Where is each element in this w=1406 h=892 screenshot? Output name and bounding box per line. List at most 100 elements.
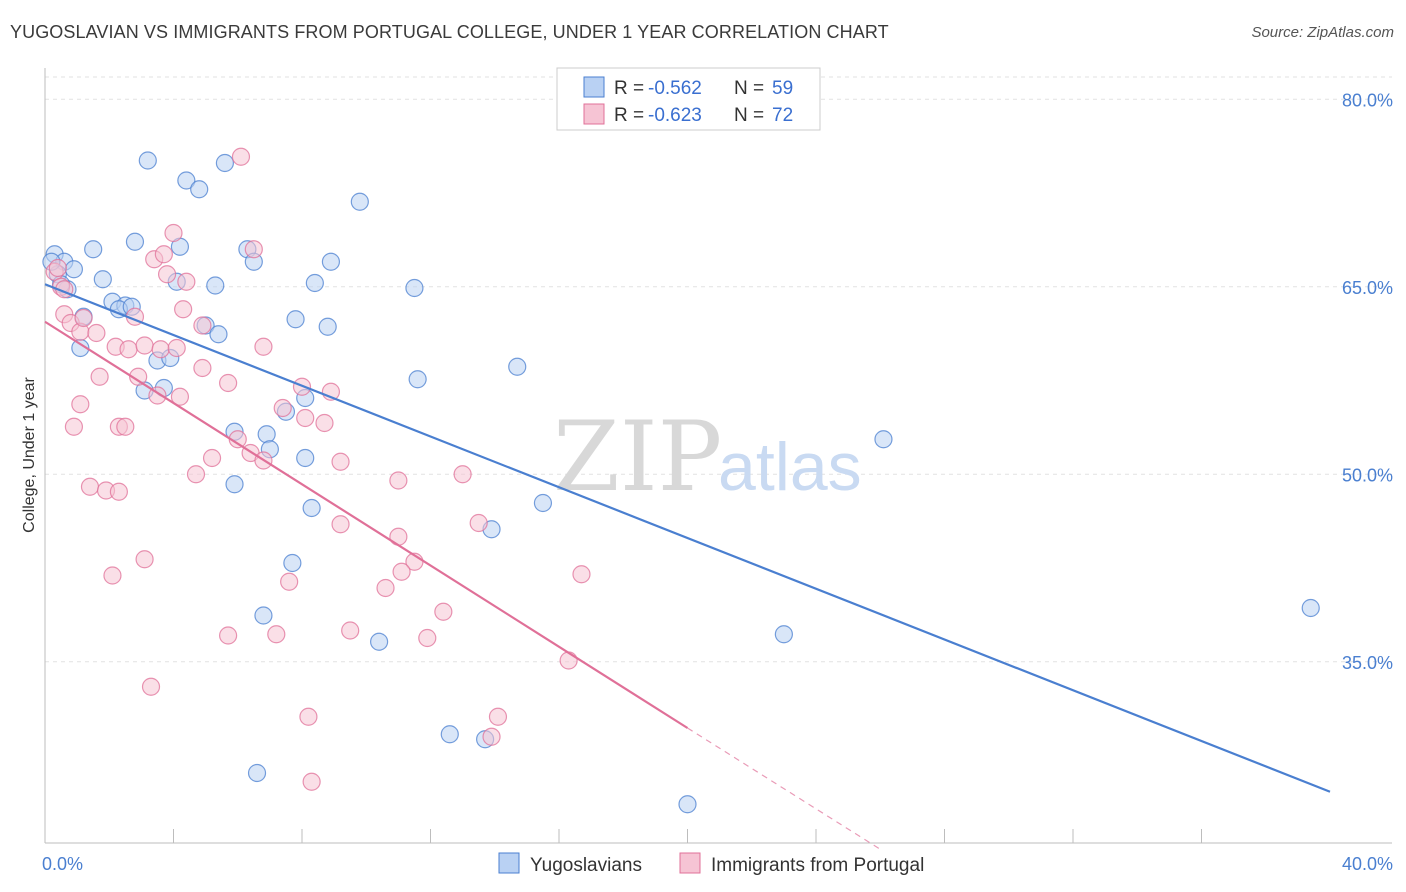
bottom-legend: Yugoslavians Immigrants from Portugal xyxy=(498,852,924,876)
legend-n-value-2: 72 xyxy=(772,105,793,126)
point-portugal-20 xyxy=(116,417,135,436)
point-portugal-48 xyxy=(453,465,472,484)
chart-title: YUGOSLAVIAN VS IMMIGRANTS FROM PORTUGAL … xyxy=(10,22,889,42)
point-portugal-59 xyxy=(219,626,238,645)
point-yugoslavians-52 xyxy=(440,725,459,744)
point-portugal-46 xyxy=(331,515,350,534)
point-portugal-57 xyxy=(280,572,299,591)
point-portugal-54 xyxy=(434,602,453,621)
trend-line-portugal xyxy=(44,320,689,729)
point-portugal-14 xyxy=(167,338,186,358)
point-yugoslavians-33 xyxy=(405,278,424,298)
point-portugal-44 xyxy=(186,465,206,484)
bottom-legend-label-portugal: Immigrants from Portugal xyxy=(711,855,924,876)
point-portugal-62 xyxy=(80,477,100,496)
point-portugal-29 xyxy=(177,272,196,291)
point-portugal-53 xyxy=(376,578,395,598)
point-portugal-11 xyxy=(119,340,138,359)
point-yugoslavians-19 xyxy=(206,276,225,295)
legend-n-label-1: N = xyxy=(734,78,764,99)
point-yugoslavians-15 xyxy=(190,180,209,199)
point-yugoslavians-34 xyxy=(408,370,427,389)
point-portugal-18 xyxy=(64,417,84,436)
point-yugoslavians-49 xyxy=(874,430,893,449)
point-yugoslavians-13 xyxy=(125,232,145,251)
legend-r-value-1: -0.562 xyxy=(648,78,702,99)
point-portugal-56 xyxy=(341,621,360,640)
x-tick-label-0: 0.0% xyxy=(42,854,83,874)
point-portugal-69 xyxy=(302,772,321,791)
bottom-legend-label-yugoslavians: Yugoslavians xyxy=(530,855,642,876)
point-yugoslavians-44 xyxy=(283,553,302,573)
point-yugoslavians-12 xyxy=(138,151,157,170)
point-portugal-39 xyxy=(315,413,334,433)
point-yugoslavians-6 xyxy=(93,270,112,289)
point-portugal-64 xyxy=(109,482,128,501)
point-portugal-43 xyxy=(202,448,222,468)
trend-layer xyxy=(44,283,1331,850)
point-yugoslavians-46 xyxy=(370,632,389,651)
legend-r-label-1: R = xyxy=(614,78,644,99)
point-portugal-33 xyxy=(193,316,212,335)
trend-line-yugoslavians xyxy=(44,283,1331,793)
point-portugal-22 xyxy=(170,387,190,406)
point-portugal-49 xyxy=(469,513,488,533)
point-yugoslavians-16 xyxy=(215,153,234,173)
point-yugoslavians-30 xyxy=(321,252,341,271)
watermark: ZIP atlas xyxy=(553,401,862,513)
point-portugal-61 xyxy=(103,566,122,585)
legend-r-label-2: R = xyxy=(614,105,644,126)
point-portugal-17 xyxy=(71,395,90,414)
point-portugal-31 xyxy=(244,240,263,259)
y-tick-label-2: 50.0% xyxy=(1342,465,1393,485)
point-portugal-58 xyxy=(267,625,286,644)
axis-layer: 80.0% 65.0% 50.0% 35.0% 0.0% 40.0% xyxy=(42,68,1393,874)
grid-layer xyxy=(45,76,1392,663)
legend-n-label-2: N = xyxy=(734,105,764,126)
point-portugal-16 xyxy=(90,367,109,386)
legend-r-value-2: -0.623 xyxy=(648,105,702,126)
point-portugal-38 xyxy=(296,408,315,428)
source-label: Source: ZipAtlas.com xyxy=(1251,24,1394,41)
point-portugal-28 xyxy=(164,223,183,243)
point-portugal-52 xyxy=(392,562,411,581)
point-portugal-26 xyxy=(154,245,173,264)
point-portugal-23 xyxy=(193,358,212,378)
watermark-zip: ZIP xyxy=(553,401,722,513)
y-tick-label-0: 80.0% xyxy=(1342,90,1393,110)
point-yugoslavians-21 xyxy=(209,325,228,344)
point-portugal-7 xyxy=(87,323,106,343)
point-yugoslavians-45 xyxy=(254,606,273,625)
point-yugoslavians-35 xyxy=(508,357,527,376)
point-yugoslavians-29 xyxy=(318,317,337,336)
top-legend: R = -0.562 N = 59 R = -0.623 N = 72 xyxy=(556,67,821,131)
y-tick-label-1: 65.0% xyxy=(1342,278,1393,298)
point-portugal-47 xyxy=(389,471,408,490)
point-portugal-68 xyxy=(482,727,501,746)
point-portugal-27 xyxy=(157,265,177,284)
point-portugal-34 xyxy=(254,337,273,356)
legend-n-value-1: 59 xyxy=(772,78,793,99)
point-portugal-24 xyxy=(219,373,238,393)
point-portugal-70 xyxy=(299,707,318,726)
point-yugoslavians-54 xyxy=(678,795,697,814)
point-portugal-66 xyxy=(559,651,578,670)
point-portugal-55 xyxy=(418,628,437,648)
x-tick-label-1: 40.0% xyxy=(1342,854,1393,874)
point-portugal-12 xyxy=(135,336,154,355)
point-yugoslavians-3 xyxy=(64,260,84,279)
point-yugoslavians-28 xyxy=(286,310,305,329)
point-yugoslavians-14 xyxy=(177,171,196,190)
point-portugal-71 xyxy=(141,677,161,696)
legend-swatch-pink xyxy=(583,103,605,125)
point-portugal-30 xyxy=(231,147,251,166)
point-yugoslavians-43 xyxy=(302,498,321,518)
point-portugal-65 xyxy=(572,565,591,584)
point-portugal-67 xyxy=(488,707,508,726)
watermark-atlas: atlas xyxy=(718,429,862,505)
bottom-legend-swatch-yugoslavians xyxy=(498,852,520,874)
point-yugoslavians-51 xyxy=(774,625,793,644)
point-yugoslavians-32 xyxy=(350,192,369,211)
y-axis-label: College, Under 1 year xyxy=(21,377,38,533)
